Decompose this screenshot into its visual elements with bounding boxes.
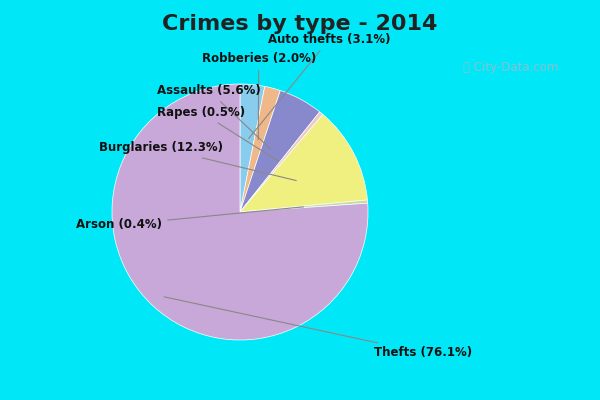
Wedge shape [240,200,368,212]
Wedge shape [240,86,280,212]
Text: Crimes by type - 2014: Crimes by type - 2014 [163,14,437,34]
Wedge shape [240,114,367,212]
Wedge shape [240,112,323,212]
Text: Robberies (2.0%): Robberies (2.0%) [202,52,316,140]
Text: Auto thefts (3.1%): Auto thefts (3.1%) [249,33,391,138]
Text: Assaults (5.6%): Assaults (5.6%) [157,84,271,149]
Wedge shape [240,90,320,212]
Wedge shape [112,84,368,340]
Text: Rapes (0.5%): Rapes (0.5%) [157,106,278,161]
Text: Thefts (76.1%): Thefts (76.1%) [164,297,473,359]
Text: Arson (0.4%): Arson (0.4%) [76,207,304,231]
Wedge shape [240,84,265,212]
Text: ⓘ City-Data.com: ⓘ City-Data.com [463,62,558,74]
Text: Burglaries (12.3%): Burglaries (12.3%) [99,142,296,180]
